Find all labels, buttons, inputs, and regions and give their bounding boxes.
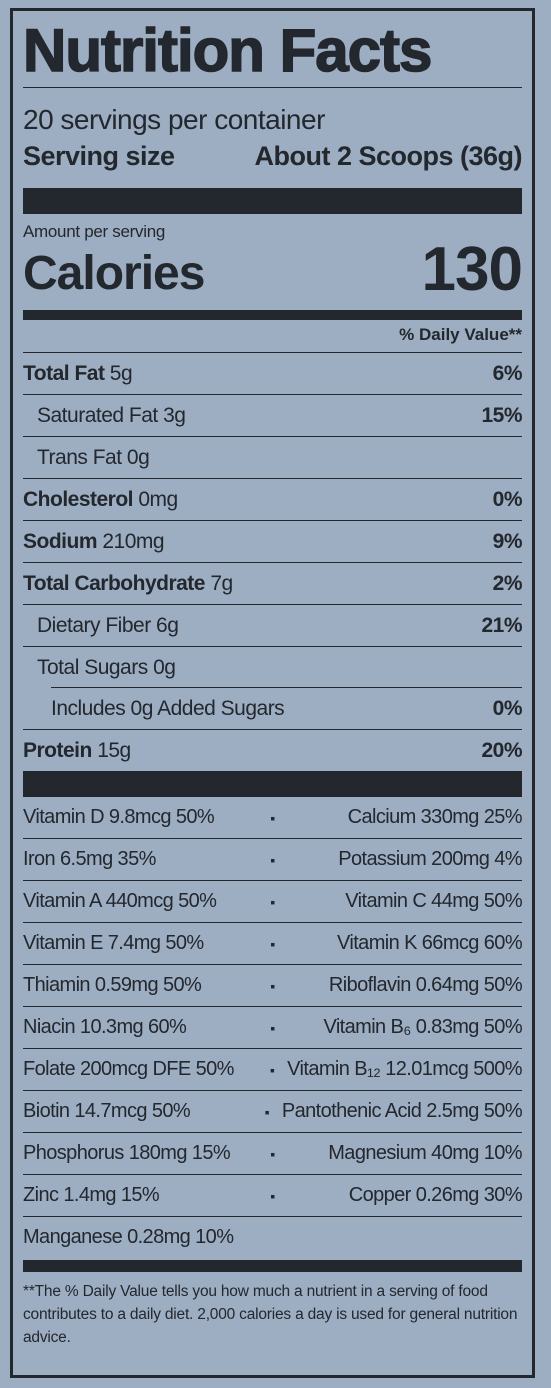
bullet-separator: ▪ [269, 1061, 275, 1078]
serving-size-row: Serving size About 2 Scoops (36g) [23, 138, 522, 174]
nutrient-name: Cholesterol [23, 487, 134, 511]
vitamin-left: Iron 6.5mg 35% [23, 848, 156, 870]
nutrient-dv: 20% [481, 738, 522, 762]
vitamin-right: Vitamin C 44mg 50% [345, 890, 522, 912]
vitamin-left: Manganese 0.28mg 10% [23, 1226, 234, 1248]
nutrient-amount: 210mg [102, 529, 165, 553]
vitamin-right: Calcium 330mg 25% [347, 806, 523, 828]
nutrient-row-sodium: Sodium 210mg 9% [23, 521, 523, 563]
servings-per-container: 20 servings per container [23, 104, 325, 135]
vitamin-left: Vitamin D 9.8mcg 50% [23, 806, 215, 828]
vitamin-row: Zinc 1.4mg 15% ▪ Copper 0.26mg 30% [23, 1175, 523, 1217]
vitamin-left: Folate 200mcg DFE 50% [23, 1058, 234, 1080]
nutrient-row-total-sugars: Total Sugars 0g [23, 647, 522, 688]
nutrient-row-cholesterol: Cholesterol 0mg 0% [23, 479, 523, 521]
nutrient-row-trans-fat: Trans Fat 0g [23, 437, 522, 479]
nutrient-name: Saturated Fat 3g [37, 403, 186, 427]
amount-per-serving: Amount per serving [23, 222, 166, 241]
vitamin-left: Vitamin E 7.4mg 50% [23, 932, 204, 954]
vitamin-row: Phosphorus 180mg 15% ▪ Magnesium 40mg 10… [23, 1133, 523, 1175]
vitamin-row: Iron 6.5mg 35% ▪ Potassium 200mg 4% [23, 839, 523, 881]
bullet-separator: ▪ [270, 809, 275, 826]
nutrient-amount: 7g [210, 571, 233, 595]
vitamin-row: Niacin 10.3mg 60% ▪ Vitamin B₆ 0.83mg 50… [23, 1007, 523, 1049]
nutrient-dv: 0% [492, 696, 523, 720]
vitamin-right: Riboflavin 0.64mg 50% [328, 974, 523, 996]
nutrient-row-dietary-fiber: Dietary Fiber 6g 21% [23, 605, 522, 647]
nutrient-name: Dietary Fiber 6g [37, 613, 179, 637]
nutrient-amount: 5g [109, 361, 133, 385]
serving-size-label: Serving size [23, 141, 175, 171]
vitamin-left: Thiamin 0.59mg 50% [23, 974, 202, 996]
nutrient-row-protein: Protein 15g 20% [23, 730, 522, 771]
thick-divider [23, 188, 522, 214]
divider [23, 87, 522, 88]
medium-divider [23, 310, 522, 320]
bullet-separator: ▪ [270, 1019, 275, 1036]
vitamin-left: Phosphorus 180mg 15% [23, 1142, 231, 1164]
nutrient-name: Total Carbohydrate [23, 571, 205, 595]
vitamin-row: Vitamin E 7.4mg 50% ▪ Vitamin K 66mcg 60… [23, 923, 523, 965]
bullet-separator: ▪ [270, 1187, 275, 1204]
calories-row: Calories 130 [23, 238, 523, 302]
nutrient-dv: 0% [492, 487, 523, 511]
vitamin-left: Zinc 1.4mg 15% [23, 1184, 160, 1206]
nutrient-name: Trans Fat 0g [37, 445, 150, 469]
vitamin-row: Manganese 0.28mg 10% [23, 1217, 522, 1258]
vitamin-left: Niacin 10.3mg 60% [23, 1016, 187, 1038]
nutrient-dv: 9% [492, 529, 523, 553]
bullet-separator: ▪ [270, 1145, 275, 1162]
vitamin-right: Vitamin B₆ 0.83mg 50% [323, 1016, 522, 1038]
vitamin-row: Folate 200mcg DFE 50% ▪ Vitamin B₁₂ 12.0… [23, 1049, 523, 1091]
vitamin-row: Thiamin 0.59mg 50% ▪ Riboflavin 0.64mg 5… [23, 965, 523, 1007]
nutrient-name: Includes 0g Added Sugars [51, 696, 285, 720]
nutrient-row-added-sugars: Includes 0g Added Sugars 0% [23, 688, 523, 730]
label-title: Nutrition Facts [22, 16, 433, 85]
nutrient-name: Total Sugars 0g [37, 655, 176, 679]
nutrient-name: Total Fat [23, 361, 105, 385]
nutrient-amount: 15g [97, 738, 131, 762]
vitamin-right: Pantothenic Acid 2.5mg 50% [281, 1100, 523, 1122]
vitamin-right: Copper 0.26mg 30% [348, 1184, 523, 1206]
serving-size-value: About 2 Scoops (36g) [254, 141, 522, 171]
vitamin-right: Vitamin B₁₂ 12.01mcg 500% [287, 1058, 522, 1080]
bullet-separator: ▪ [270, 893, 275, 910]
daily-value-header: % Daily Value** [23, 320, 522, 353]
nutrient-row-total-fat: Total Fat 5g 6% [23, 353, 523, 395]
nutrient-dv: 6% [492, 361, 523, 385]
nutrient-name: Sodium [23, 529, 98, 553]
nutrient-row-total-carbohydrate: Total Carbohydrate 7g 2% [23, 563, 523, 605]
calories-label: Calories [23, 247, 205, 300]
vitamin-right: Potassium 200mg 4% [338, 848, 522, 870]
bullet-separator: ▪ [264, 1103, 270, 1120]
bullet-separator: ▪ [270, 935, 275, 952]
nutrient-row-saturated-fat: Saturated Fat 3g 15% [23, 395, 522, 437]
nutrition-facts-label: Nutrition Facts 20 servings per containe… [10, 8, 535, 1378]
vitamin-row: Vitamin D 9.8mcg 50% ▪ Calcium 330mg 25% [23, 797, 523, 839]
calories-value: 130 [421, 235, 523, 304]
nutrient-dv: 2% [492, 571, 523, 595]
nutrient-dv: 15% [481, 403, 522, 427]
footnote: **The % Daily Value tells you how much a… [23, 1283, 518, 1346]
vitamin-right: Magnesium 40mg 10% [328, 1142, 522, 1164]
vitamin-row: Vitamin A 440mcg 50% ▪ Vitamin C 44mg 50… [23, 881, 523, 923]
footnote-divider [23, 1260, 522, 1272]
thick-divider [23, 771, 522, 797]
vitamin-right: Vitamin K 66mcg 60% [337, 932, 523, 954]
vitamin-left: Vitamin A 440mcg 50% [23, 890, 217, 912]
nutrient-dv: 21% [481, 613, 522, 637]
bullet-separator: ▪ [270, 977, 275, 994]
bullet-separator: ▪ [270, 851, 275, 868]
vitamin-row: Biotin 14.7mcg 50% ▪ Pantothenic Acid 2.… [23, 1091, 523, 1133]
nutrient-name: Protein [23, 738, 92, 762]
vitamin-left: Biotin 14.7mcg 50% [23, 1100, 191, 1122]
nutrient-amount: 0mg [138, 487, 178, 511]
